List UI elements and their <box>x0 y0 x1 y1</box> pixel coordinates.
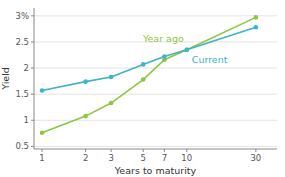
x-tick-label: 1 <box>39 153 44 163</box>
x-tick <box>111 149 112 152</box>
point <box>109 75 114 80</box>
chart: 0.5 1 1.5 2 2.5 3% 1 2 3 5 7 10 30 Years to maturity Y… <box>0 0 285 177</box>
x-tick <box>186 149 187 152</box>
y-axis: 0.5 1 1.5 2 2.5 3% <box>15 8 34 151</box>
point <box>141 77 146 82</box>
x-tick <box>85 149 86 152</box>
point <box>40 88 45 93</box>
series-labels: Year ago Current <box>142 33 228 65</box>
grid <box>34 16 277 147</box>
grid-line <box>34 146 277 147</box>
series <box>40 15 258 135</box>
point <box>141 62 146 67</box>
x-tick-label: 3 <box>108 153 113 163</box>
point <box>254 25 259 30</box>
x-tick-label: 30 <box>250 153 261 163</box>
series <box>40 25 258 93</box>
x-axis-label: Years to maturity <box>114 165 197 176</box>
x-tick-label: 2 <box>83 153 88 163</box>
grid-line <box>34 120 277 121</box>
x-tick-label: 7 <box>162 153 167 163</box>
x-axis-line <box>34 149 277 150</box>
x-tick-label: 5 <box>141 153 146 163</box>
point <box>162 54 167 59</box>
point <box>254 15 259 20</box>
point <box>109 101 114 106</box>
y-tick-label: 3% <box>16 11 30 21</box>
point <box>83 114 88 119</box>
series-label: Current <box>192 54 228 65</box>
series-line <box>42 17 256 132</box>
point <box>184 47 189 52</box>
x-axis: 1 2 3 5 7 10 30 <box>34 149 277 163</box>
y-tick-label: 2 <box>24 63 29 73</box>
x-tick <box>42 149 43 152</box>
x-tick <box>164 149 165 152</box>
y-axis-label: Yield <box>0 67 11 91</box>
y-tick-label: 1.5 <box>15 89 29 99</box>
x-tick-label: 10 <box>181 153 192 163</box>
y-axis-line <box>34 8 35 149</box>
x-tick <box>255 149 256 152</box>
point <box>83 79 88 84</box>
plot-area <box>40 15 258 135</box>
grid-line <box>34 94 277 95</box>
y-tick-label: 2.5 <box>15 37 29 47</box>
point <box>40 131 45 136</box>
series-line <box>42 27 256 90</box>
y-tick-label: 1 <box>24 115 29 125</box>
x-tick <box>143 149 144 152</box>
grid-line <box>34 15 277 16</box>
series-label: Year ago <box>142 33 184 44</box>
point <box>184 47 189 52</box>
y-tick-label: 0.5 <box>15 141 29 151</box>
